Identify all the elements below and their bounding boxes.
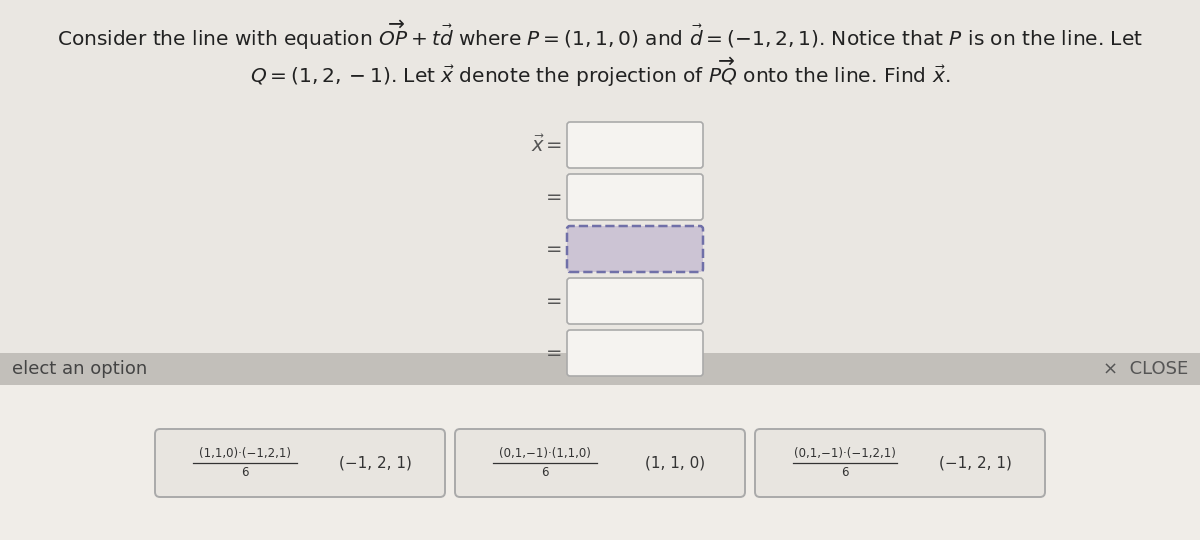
FancyBboxPatch shape: [568, 278, 703, 324]
Text: ×  CLOSE: × CLOSE: [1103, 360, 1188, 378]
Text: $\vec{x}$: $\vec{x}$: [530, 134, 545, 156]
Text: 6: 6: [841, 467, 848, 480]
Text: elect an option: elect an option: [12, 360, 148, 378]
FancyBboxPatch shape: [568, 174, 703, 220]
FancyBboxPatch shape: [755, 429, 1045, 497]
Text: (1, 1, 0): (1, 1, 0): [644, 456, 706, 470]
FancyBboxPatch shape: [568, 226, 703, 272]
Text: 6: 6: [541, 467, 548, 480]
Text: (0,1,−1)·(1,1,0): (0,1,−1)·(1,1,0): [499, 448, 590, 461]
Text: =: =: [546, 240, 562, 259]
Text: (−1, 2, 1): (−1, 2, 1): [338, 456, 412, 470]
Text: $Q = (1, 2, -1)$. Let $\vec{x}$ denote the projection of $\overrightarrow{PQ}$ o: $Q = (1, 2, -1)$. Let $\vec{x}$ denote t…: [250, 56, 950, 89]
Text: (1,1,0)·(−1,2,1): (1,1,0)·(−1,2,1): [199, 448, 292, 461]
FancyBboxPatch shape: [568, 330, 703, 376]
FancyBboxPatch shape: [568, 122, 703, 168]
Text: =: =: [546, 136, 562, 154]
Text: (−1, 2, 1): (−1, 2, 1): [938, 456, 1012, 470]
Bar: [0, 0, 1200, 150]
Text: (0,1,−1)·(−1,2,1): (0,1,−1)·(−1,2,1): [794, 448, 896, 461]
Bar: [0, 353, 1200, 385]
Text: =: =: [546, 292, 562, 310]
FancyBboxPatch shape: [455, 429, 745, 497]
Text: =: =: [546, 187, 562, 206]
FancyBboxPatch shape: [155, 429, 445, 497]
Text: 6: 6: [241, 467, 248, 480]
Bar: [0, 385, 1200, 540]
Text: =: =: [546, 343, 562, 362]
Text: Consider the line with equation $\overrightarrow{OP} + t\vec{d}$ where $P = (1, : Consider the line with equation $\overri…: [58, 18, 1142, 52]
